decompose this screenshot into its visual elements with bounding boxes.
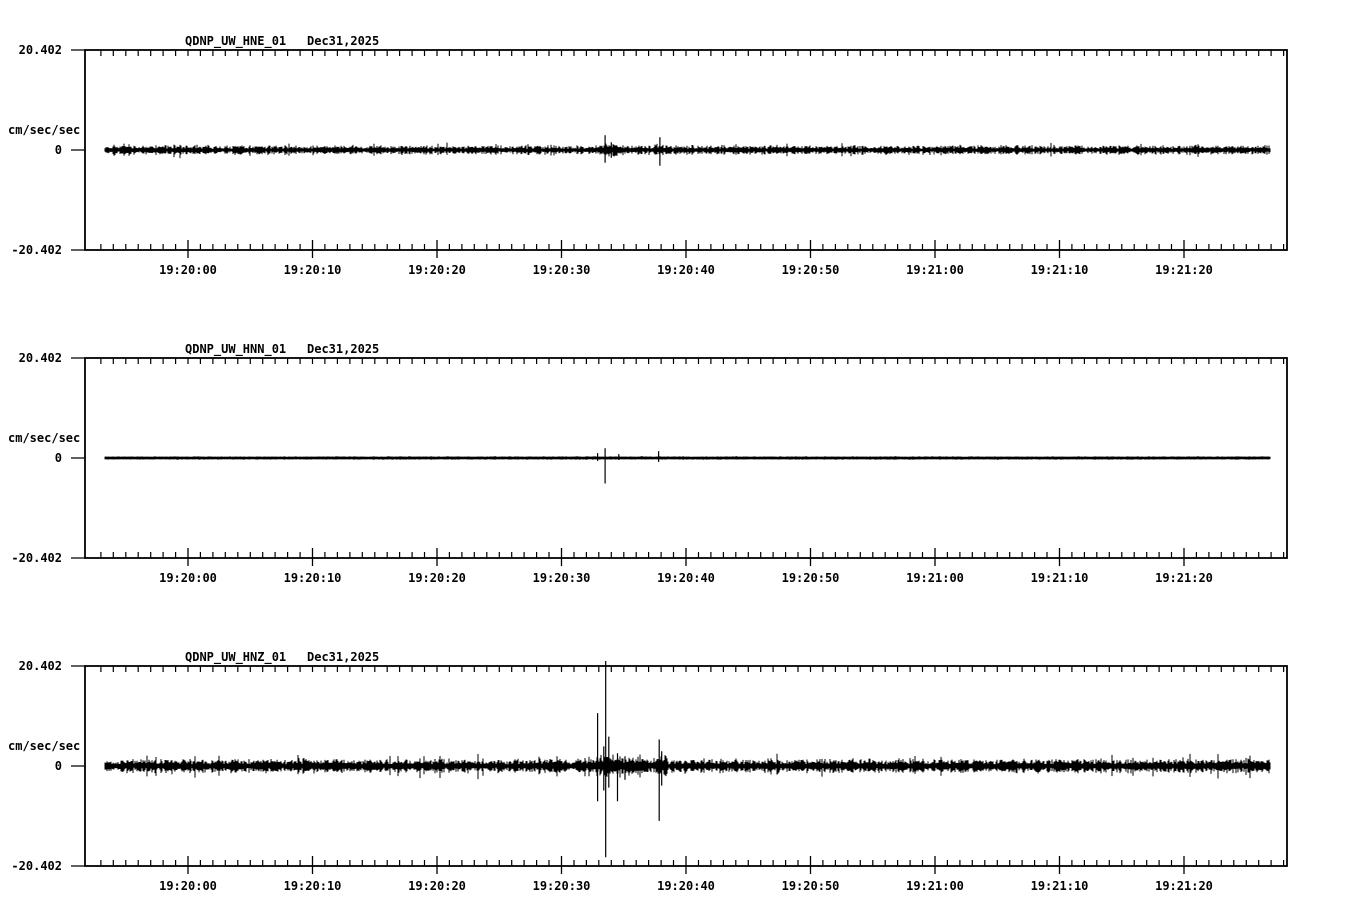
seismogram-panel-hne: QDNP_UW_HNE_01 Dec31,2025 20.402 cm/sec/… bbox=[8, 34, 1288, 277]
trace-event-spikes bbox=[597, 661, 663, 858]
x-axis-tick-label: 19:20:40 bbox=[657, 571, 715, 585]
y-axis-zero-label: 0 bbox=[55, 451, 62, 465]
y-axis-ticks bbox=[71, 357, 85, 559]
x-axis-tick-label: 19:21:00 bbox=[906, 879, 964, 893]
y-axis-min-label: -20.402 bbox=[11, 859, 62, 873]
y-axis-min-label: -20.402 bbox=[11, 243, 62, 257]
x-axis-tick-label: 19:20:20 bbox=[408, 263, 466, 277]
x-axis-tick-label: 19:21:10 bbox=[1031, 879, 1089, 893]
x-axis-tick-label: 19:21:20 bbox=[1155, 263, 1213, 277]
trace-waveform bbox=[104, 142, 1271, 159]
plot-geometry bbox=[71, 357, 1288, 566]
y-axis-unit-label: cm/sec/sec bbox=[8, 739, 80, 753]
panel-station-label: QDNP_UW_HNZ_01 bbox=[185, 650, 286, 665]
x-axis-top-ticks bbox=[100, 666, 1285, 672]
x-axis-tick-labels: 19:20:00 19:20:10 19:20:20 19:20:30 19:20:40… bbox=[159, 571, 1213, 585]
x-axis-minor-ticks bbox=[100, 552, 1285, 558]
x-axis-major-ticks bbox=[187, 856, 1185, 874]
x-axis-tick-label: 19:21:10 bbox=[1031, 571, 1089, 585]
x-axis-tick-label: 19:20:50 bbox=[782, 263, 840, 277]
x-axis-tick-label: 19:20:10 bbox=[284, 263, 342, 277]
x-axis-tick-label: 19:20:40 bbox=[657, 263, 715, 277]
y-axis-zero-label: 0 bbox=[55, 143, 62, 157]
trace-event-spikes bbox=[604, 135, 661, 166]
y-axis-unit-label: cm/sec/sec bbox=[8, 431, 80, 445]
x-axis-minor-ticks bbox=[100, 860, 1285, 866]
x-axis-tick-label: 19:21:20 bbox=[1155, 571, 1213, 585]
panel-date-label: Dec31,2025 bbox=[307, 650, 379, 664]
y-axis-zero-label: 0 bbox=[55, 759, 62, 773]
x-axis-top-ticks bbox=[100, 50, 1285, 56]
x-axis-tick-labels: 19:20:00 19:20:10 19:20:20 19:20:30 19:20:40… bbox=[159, 879, 1213, 893]
x-axis-top-ticks bbox=[100, 358, 1285, 364]
y-axis-ticks bbox=[71, 665, 85, 867]
y-axis-max-label: 20.402 bbox=[19, 351, 62, 365]
panel-date-label: Dec31,2025 bbox=[307, 34, 379, 48]
x-axis-tick-label: 19:20:20 bbox=[408, 571, 466, 585]
x-axis-tick-label: 19:20:50 bbox=[782, 571, 840, 585]
panel-date-label: Dec31,2025 bbox=[307, 342, 379, 356]
x-axis-major-ticks bbox=[187, 548, 1185, 566]
plot-geometry bbox=[71, 661, 1288, 874]
x-axis-tick-label: 19:21:10 bbox=[1031, 263, 1089, 277]
x-axis-major-ticks bbox=[187, 240, 1185, 258]
x-axis-minor-ticks bbox=[100, 244, 1285, 250]
x-axis-tick-label: 19:21:00 bbox=[906, 571, 964, 585]
x-axis-tick-label: 19:20:30 bbox=[533, 263, 591, 277]
x-axis-tick-label: 19:20:50 bbox=[782, 879, 840, 893]
x-axis-tick-label: 19:20:00 bbox=[159, 263, 217, 277]
x-axis-tick-label: 19:21:00 bbox=[906, 263, 964, 277]
y-axis-min-label: -20.402 bbox=[11, 551, 62, 565]
trace-waveform bbox=[104, 753, 1271, 780]
x-axis-tick-label: 19:20:10 bbox=[284, 571, 342, 585]
x-axis-tick-label: 19:20:30 bbox=[533, 571, 591, 585]
x-axis-tick-label: 19:20:20 bbox=[408, 879, 466, 893]
x-axis-tick-label: 19:20:00 bbox=[159, 571, 217, 585]
panel-station-label: QDNP_UW_HNN_01 bbox=[185, 342, 286, 357]
x-axis-tick-labels: 19:20:00 19:20:10 19:20:20 19:20:30 19:20:40… bbox=[159, 263, 1213, 277]
y-axis-max-label: 20.402 bbox=[19, 659, 62, 673]
trace-waveform bbox=[104, 456, 1271, 460]
x-axis-tick-label: 19:20:30 bbox=[533, 879, 591, 893]
x-axis-tick-label: 19:20:10 bbox=[284, 879, 342, 893]
x-axis-tick-label: 19:21:20 bbox=[1155, 879, 1213, 893]
y-axis-max-label: 20.402 bbox=[19, 43, 62, 57]
seismogram-panel-hnz: QDNP_UW_HNZ_01 Dec31,2025 20.402 cm/sec/… bbox=[8, 650, 1288, 893]
y-axis-ticks bbox=[71, 49, 85, 251]
trace-event-spikes bbox=[597, 448, 660, 484]
x-axis-tick-label: 19:20:00 bbox=[159, 879, 217, 893]
y-axis-unit-label: cm/sec/sec bbox=[8, 123, 80, 137]
panel-station-label: QDNP_UW_HNE_01 bbox=[185, 34, 286, 49]
x-axis-tick-label: 19:20:40 bbox=[657, 879, 715, 893]
plot-geometry bbox=[71, 49, 1288, 258]
seismogram-panel-hnn: QDNP_UW_HNN_01 Dec31,2025 20.402 cm/sec/… bbox=[8, 342, 1288, 585]
